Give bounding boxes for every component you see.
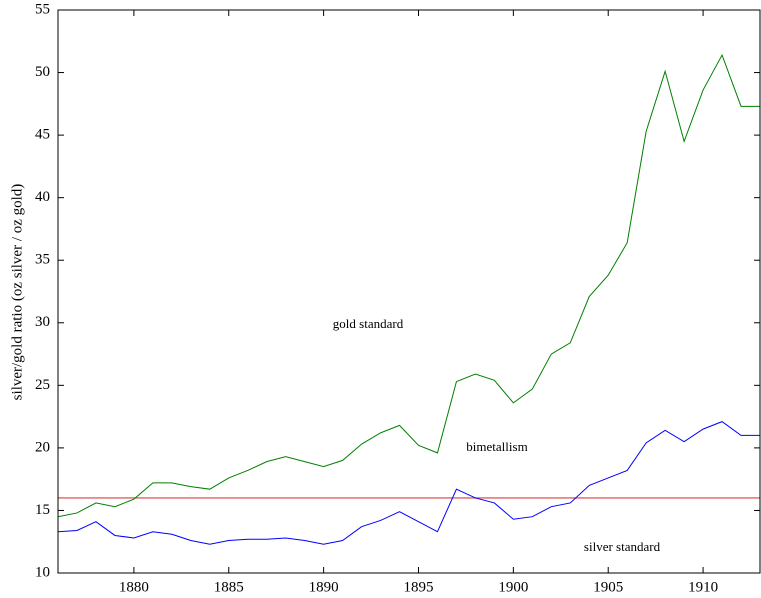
y-axis-label: silver/gold ratio (oz silver / oz gold)	[9, 184, 25, 401]
y-tick-label: 25	[35, 377, 50, 393]
x-tick-label: 1895	[403, 579, 433, 595]
y-tick-label: 55	[35, 1, 50, 17]
y-tick-label: 30	[35, 314, 50, 330]
annotation: gold standard	[333, 316, 404, 331]
y-tick-label: 20	[35, 439, 50, 455]
data-line	[57, 421, 760, 545]
x-tick-label: 1905	[593, 579, 623, 595]
y-tick-label: 50	[35, 64, 50, 80]
x-tick-label: 1885	[214, 579, 244, 595]
y-tick-label: 45	[35, 127, 50, 143]
x-tick-label: 1910	[688, 579, 718, 595]
y-tick-label: 40	[35, 189, 50, 205]
x-tick-label: 1900	[498, 579, 528, 595]
annotation: bimetallism	[466, 439, 527, 454]
y-tick-label: 35	[35, 252, 50, 268]
y-tick-label: 10	[35, 564, 50, 580]
x-tick-label: 1890	[309, 579, 339, 595]
y-tick-label: 15	[35, 502, 50, 518]
data-line	[57, 53, 760, 518]
plot-frame	[57, 9, 761, 574]
annotation: silver standard	[584, 539, 661, 554]
x-tick-label: 1880	[119, 579, 149, 595]
